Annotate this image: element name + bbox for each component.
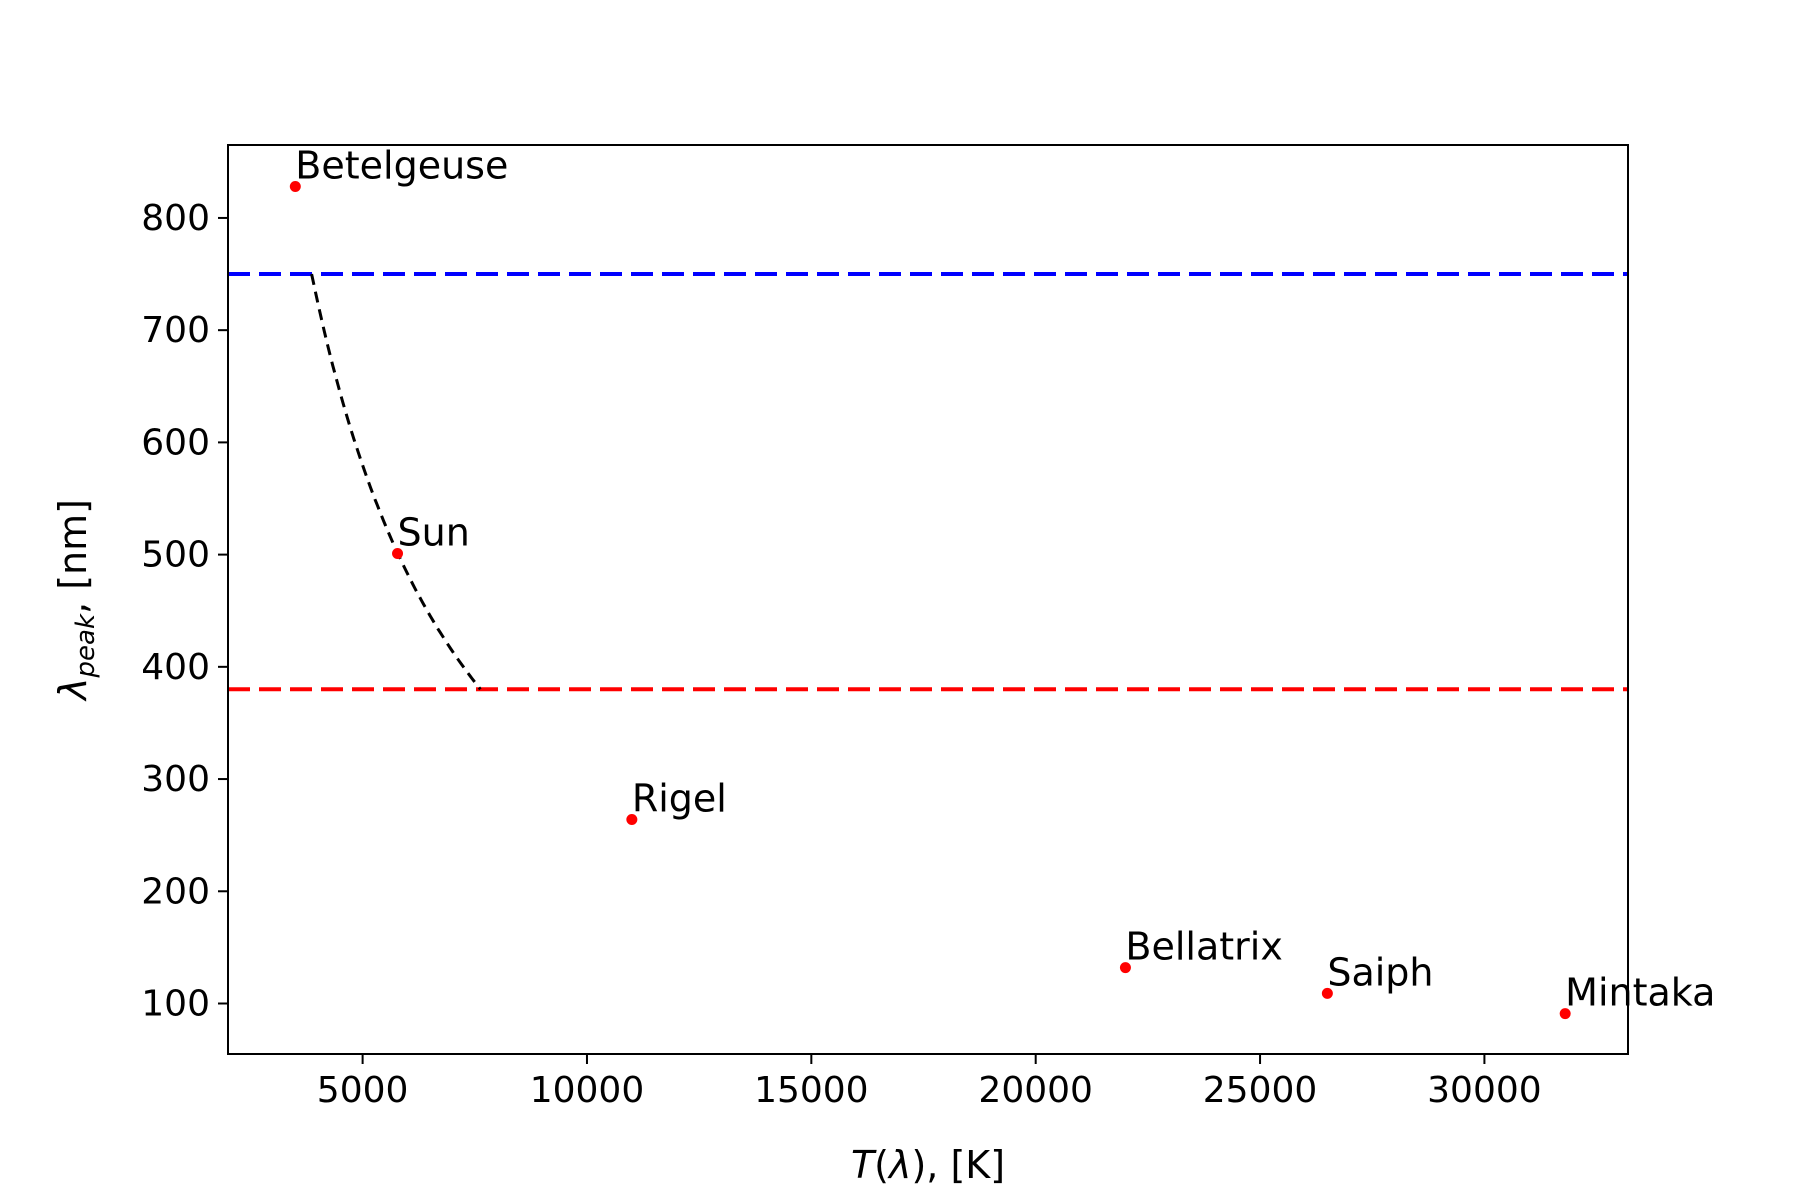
x-tick-label-25000: 25000 (1203, 1070, 1318, 1111)
data-points (289, 181, 1571, 1020)
y-tick-label-400: 400 (141, 647, 210, 688)
point-rigel (626, 813, 638, 825)
y-axis-label: λpeak, [nm] (51, 499, 101, 702)
x-tick-label-15000: 15000 (754, 1070, 869, 1111)
x-axis-label: T(λ), [K] (851, 1143, 1005, 1187)
y-tick-label-100: 100 (141, 984, 210, 1025)
wien-curve-layer (310, 273, 482, 691)
point-label-sun: Sun (398, 510, 470, 554)
point-labels: Betelgeuse Sun Rigel Bellatrix Saiph Mintaka (295, 144, 1715, 1015)
point-saiph (1321, 987, 1333, 999)
y-tick-label-600: 600 (141, 422, 210, 463)
point-sun (392, 547, 404, 559)
x-tick-label-30000: 30000 (1427, 1070, 1542, 1111)
x-tick-label-20000: 20000 (978, 1070, 1093, 1111)
x-axis-ticks: 5000 10000 15000 20000 25000 30000 (317, 1054, 1542, 1111)
y-tick-label-800: 800 (141, 198, 210, 239)
y-axis-ticks: 100 200 300 400 500 600 700 800 (141, 198, 228, 1025)
x-tick-label-10000: 10000 (530, 1070, 645, 1111)
point-label-saiph: Saiph (1327, 950, 1433, 994)
point-betelgeuse (289, 181, 301, 193)
x-tick-label-5000: 5000 (317, 1070, 409, 1111)
y-tick-label-500: 500 (141, 535, 210, 576)
point-label-betelgeuse: Betelgeuse (295, 144, 508, 188)
reference-lines (228, 272, 1628, 692)
point-mintaka (1559, 1008, 1571, 1020)
y-tick-label-300: 300 (141, 759, 210, 800)
point-bellatrix (1119, 962, 1131, 974)
y-tick-label-200: 200 (141, 871, 210, 912)
plot-frame (227, 144, 1629, 1055)
point-label-mintaka: Mintaka (1565, 971, 1715, 1015)
point-label-bellatrix: Bellatrix (1125, 925, 1282, 969)
wien-law-curve (310, 273, 482, 691)
point-label-rigel: Rigel (632, 776, 727, 820)
y-tick-label-700: 700 (141, 310, 210, 351)
